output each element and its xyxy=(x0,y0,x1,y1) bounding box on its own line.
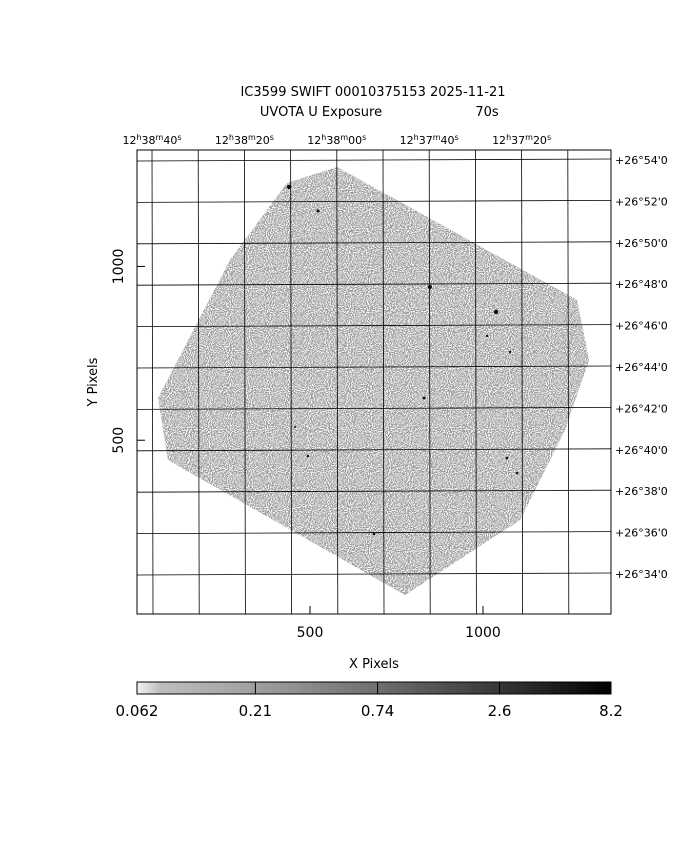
colorbar-tick-label: 2.6 xyxy=(488,702,512,720)
y-tick-label: 1000 xyxy=(111,249,127,285)
dec-grid-line xyxy=(137,365,611,369)
colorbar-tick-label: 0.062 xyxy=(116,702,159,720)
ra-grid-line xyxy=(151,150,154,614)
noise xyxy=(158,167,589,595)
ra-label: 12h38m00s xyxy=(307,133,366,147)
dec-label: +26°40'0 xyxy=(615,444,668,457)
dec-label: +26°52'0 xyxy=(615,195,668,208)
dec-label: +26°46'0 xyxy=(615,320,668,333)
dec-label: +26°48'0 xyxy=(615,278,668,291)
dec-grid-line xyxy=(137,282,611,286)
dec-label: +26°44'0 xyxy=(615,361,668,374)
ra-grid-line xyxy=(336,150,339,614)
chart-title: IC3599 SWIFT 00010375153 2025-11-21 xyxy=(240,85,505,100)
dec-label: +26°34'0 xyxy=(615,568,668,581)
dec-grid-line xyxy=(137,199,611,203)
dec-grid-line xyxy=(137,406,611,410)
plot-frame xyxy=(136,149,612,615)
ra-grid-line xyxy=(567,150,570,614)
ra-label: 12h38m20s xyxy=(215,133,274,147)
coordinate-grid xyxy=(137,150,611,614)
ra-grid-line xyxy=(382,150,385,614)
dec-label: +26°36'0 xyxy=(615,527,668,540)
dec-label: +26°50'0 xyxy=(615,237,668,250)
ra-grid-line xyxy=(428,150,431,614)
colorbar xyxy=(136,681,612,695)
dec-label: +26°42'0 xyxy=(615,402,668,415)
ra-grid-line xyxy=(290,150,293,614)
ra-grid-line xyxy=(197,150,200,614)
y-axis-label: Y Pixels xyxy=(86,357,101,407)
ra-grid-line xyxy=(243,150,246,614)
colorbar-tick-label: 0.21 xyxy=(239,702,272,720)
sources xyxy=(286,184,519,536)
y-tick-label: 500 xyxy=(111,427,127,454)
dec-grid-line xyxy=(137,489,611,493)
subtitle: UVOTA U Exposure xyxy=(260,105,382,120)
ra-grid-line xyxy=(521,150,523,614)
x-tick-label: 500 xyxy=(297,625,324,641)
dec-grid-line xyxy=(137,448,611,452)
ra-label: 12h37m20s xyxy=(492,133,551,147)
ra-label: 12h37m40s xyxy=(400,133,459,147)
dec-grid-line xyxy=(137,324,611,328)
dec-grid-line xyxy=(137,241,611,245)
dec-grid-line xyxy=(137,531,611,534)
dec-grid-line xyxy=(137,158,611,162)
exposure: 70s xyxy=(475,105,499,120)
ra-grid-line xyxy=(474,150,477,614)
dec-label: +26°54'0 xyxy=(615,154,668,167)
x-tick-label: 1000 xyxy=(465,625,501,641)
ra-label: 12h38m40s xyxy=(122,133,181,147)
sky-image xyxy=(158,167,589,595)
dec-label: +26°38'0 xyxy=(615,485,668,498)
colorbar-tick-label: 8.2 xyxy=(599,702,623,720)
colorbar-tick-label: 0.74 xyxy=(361,702,394,720)
x-axis-label: X Pixels xyxy=(349,657,399,672)
dec-grid-line xyxy=(137,572,611,576)
